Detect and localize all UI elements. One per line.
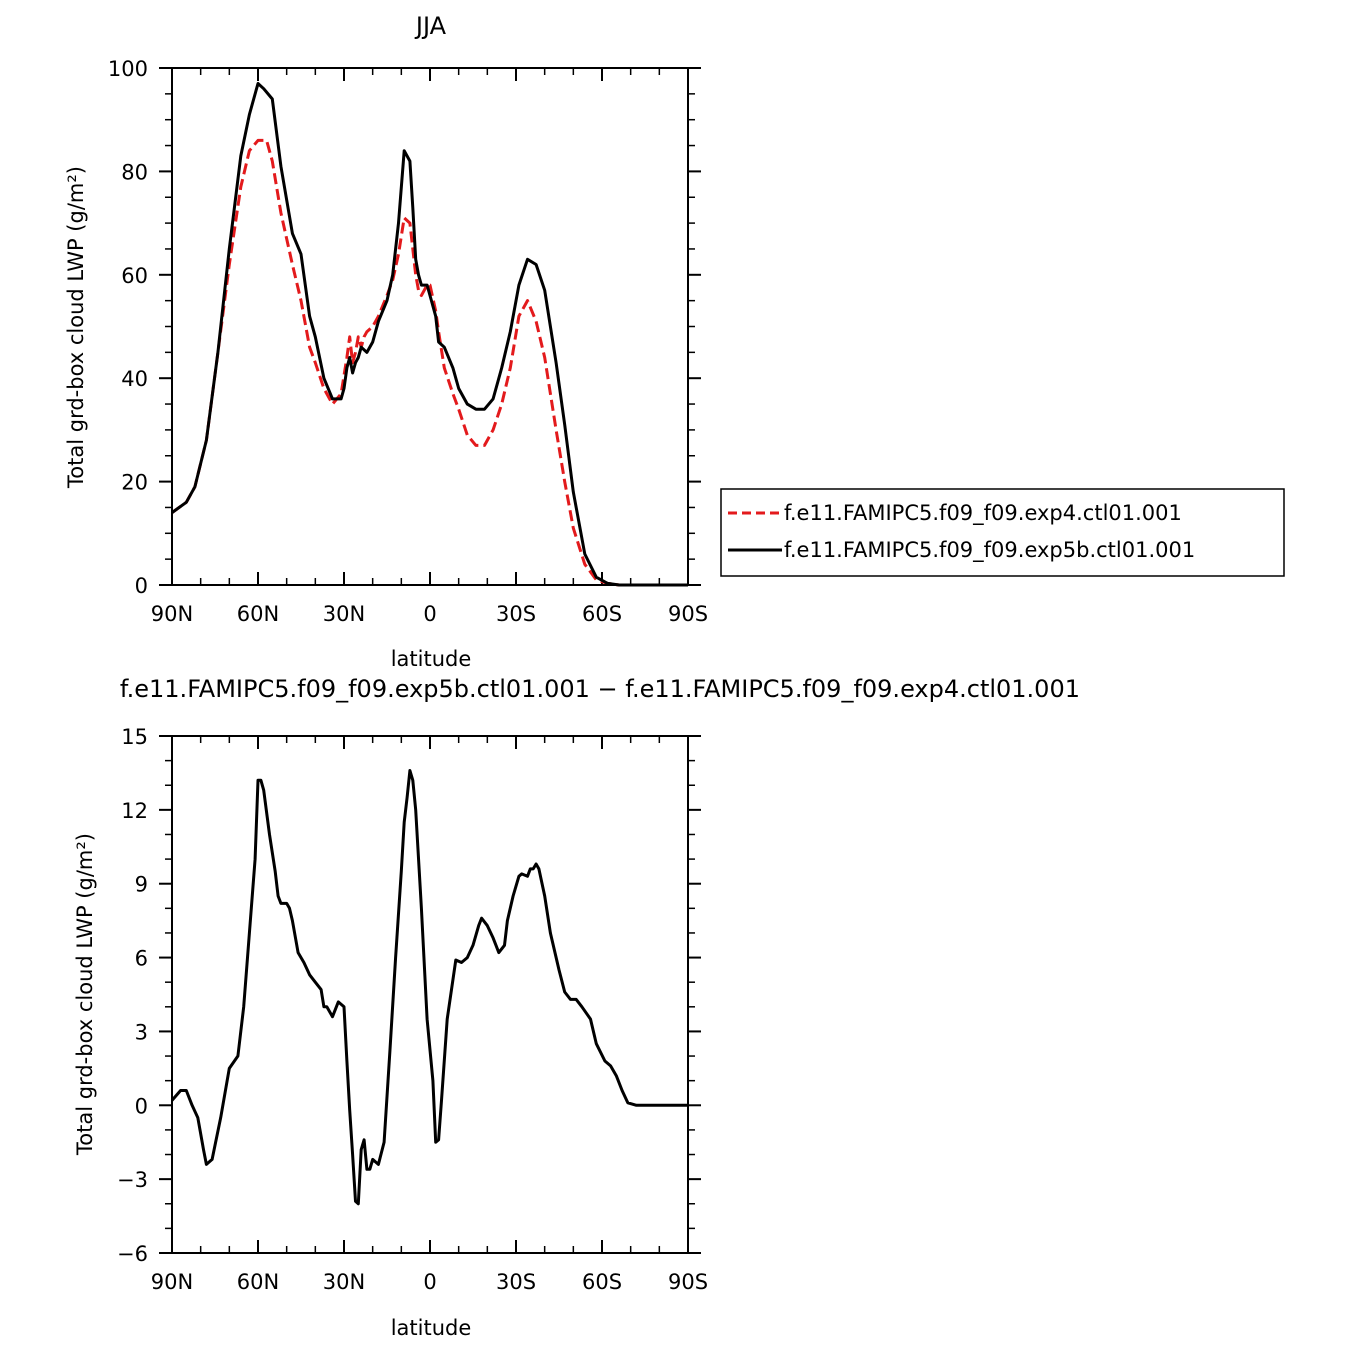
bottom-series-lines [170, 769, 688, 1206]
y-tick-label: 12 [121, 799, 148, 823]
y-tick-label: 20 [121, 471, 148, 495]
legend-label-exp5b: f.e11.FAMIPC5.f09_f09.exp5b.ctl01.001 [784, 538, 1195, 563]
series-line-0-0 [171, 138, 688, 587]
y-tick-label: 60 [121, 264, 148, 288]
y-tick-label: 100 [108, 57, 148, 81]
x-tick-label: 90S [668, 602, 708, 626]
bottom-plot-frame [171, 735, 689, 1254]
x-tick-label: 90N [151, 602, 193, 626]
x-tick-label: 60S [582, 602, 622, 626]
bottom-y-axis-label: Total grd-box cloud LWP (g/m²) [73, 833, 97, 1156]
bottom-tick-labels: 90N 60N 30N 0 30S 60S 90S −6 −3 0 3 6 9 12 15 [117, 725, 708, 1294]
top-panel: JJA 90N 60N 30N 0 30S 60S 90S 0 20 40 60 80 100 lati… [64, 12, 708, 671]
top-x-axis-label: latitude [391, 647, 472, 671]
x-tick-label: 90N [151, 1270, 193, 1294]
bottom-panel: f.e11.FAMIPC5.f09_f09.exp5b.ctl01.001 − … [73, 675, 1080, 1340]
y-tick-label: 0 [135, 574, 148, 598]
bottom-chart-title: f.e11.FAMIPC5.f09_f09.exp5b.ctl01.001 − … [120, 675, 1080, 703]
top-tick-labels: 90N 60N 30N 0 30S 60S 90S 0 20 40 60 80 100 [108, 57, 708, 626]
legend: f.e11.FAMIPC5.f09_f09.exp4.ctl01.001 f.e… [720, 488, 1285, 577]
y-tick-label: 80 [121, 160, 148, 184]
x-tick-label: 30N [323, 602, 365, 626]
legend-box [720, 488, 1285, 577]
bottom-ticks [159, 735, 701, 1254]
y-tick-label: 6 [135, 947, 148, 971]
top-y-axis-label: Total grd-box cloud LWP (g/m²) [64, 166, 88, 489]
x-tick-label: 0 [423, 1270, 436, 1294]
top-series-lines [171, 82, 688, 587]
x-tick-label: 60N [237, 1270, 279, 1294]
x-tick-label: 60N [237, 602, 279, 626]
bottom-x-axis-label: latitude [391, 1316, 472, 1340]
y-tick-label: −6 [117, 1242, 148, 1266]
y-tick-label: 15 [121, 725, 148, 749]
y-tick-label: −3 [117, 1168, 148, 1192]
legend-label-exp4: f.e11.FAMIPC5.f09_f09.exp4.ctl01.001 [784, 501, 1182, 526]
series-line-1-0 [170, 769, 688, 1206]
y-tick-label: 9 [135, 873, 148, 897]
y-tick-label: 3 [135, 1020, 148, 1044]
top-ticks [159, 67, 701, 586]
x-tick-label: 30S [496, 1270, 536, 1294]
x-tick-label: 30N [323, 1270, 365, 1294]
top-chart-title: JJA [414, 12, 447, 40]
y-tick-label: 0 [135, 1094, 148, 1118]
y-tick-label: 40 [121, 367, 148, 391]
series-line-0-1 [171, 82, 688, 587]
x-tick-label: 60S [582, 1270, 622, 1294]
x-tick-label: 0 [423, 602, 436, 626]
x-tick-label: 90S [668, 1270, 708, 1294]
top-plot-frame [171, 67, 689, 586]
x-tick-label: 30S [496, 602, 536, 626]
